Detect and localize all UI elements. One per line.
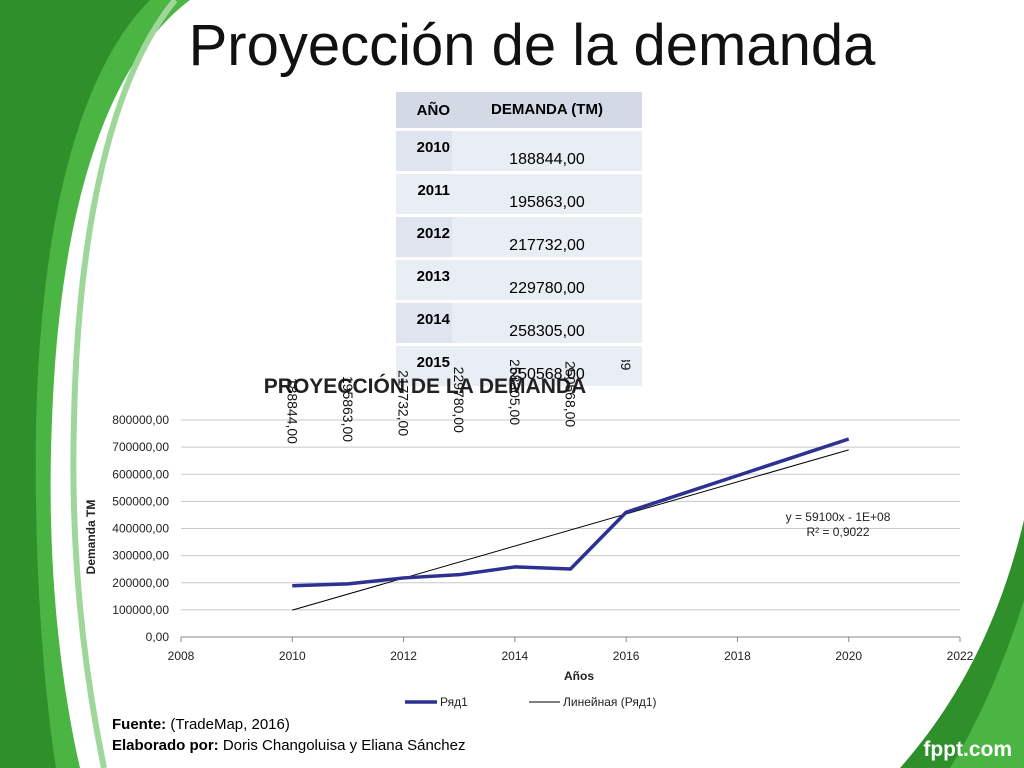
- footer-author-label: Elaborado por:: [112, 737, 219, 754]
- row-demand: 188844,00: [452, 131, 642, 171]
- row-demand: 217732,00: [452, 217, 642, 257]
- table-row: 2011 195863,00: [396, 174, 642, 214]
- x-tick-label: 2016: [613, 649, 640, 663]
- data-labels: 188844,00 195863,00 217732,00 229780,00 2583…: [284, 360, 634, 444]
- data-label: 217732,00: [396, 370, 412, 436]
- data-label: 229780,00: [451, 367, 467, 433]
- chart-gridlines: [181, 419, 960, 638]
- row-demand: 195863,00: [452, 174, 642, 214]
- y-tick-label: 300000,00: [112, 549, 169, 563]
- slide-footer: Fuente: (TradeMap, 2016) Elaborado por: …: [112, 714, 465, 756]
- demand-table: AÑO DEMANDA (TM) 2010 188844,00 2011 195…: [396, 89, 642, 389]
- demand-projection-chart: PROYECCIÓN DE LA DEMANDA 0,00 100000,00 20…: [84, 360, 974, 709]
- x-tick-label: 2018: [724, 649, 751, 663]
- x-tick-label: 2020: [835, 649, 862, 663]
- legend-trend-label: Линейная (Ряд1): [563, 695, 657, 709]
- x-axis-ticks: 2008 2010 2012 2014 2016 2018 2020 2022: [168, 637, 974, 663]
- y-tick-label: 700000,00: [112, 440, 169, 454]
- data-label: 188844,00: [284, 378, 300, 444]
- footer-author-value: Doris Changoluisa y Eliana Sánchez: [222, 737, 466, 754]
- row-demand: 258305,00: [452, 303, 642, 343]
- data-label: 250568,00: [563, 361, 579, 427]
- data-label: 195863,00: [340, 376, 356, 442]
- x-tick-label: 2014: [502, 649, 529, 663]
- footer-source: Fuente: (TradeMap, 2016): [112, 714, 465, 735]
- footer-author: Elaborado por: Doris Changoluisa y Elian…: [112, 735, 465, 756]
- series-line: [292, 437, 850, 588]
- row-demand: 229780,00: [452, 260, 642, 300]
- y-tick-label: 600000,00: [112, 467, 169, 481]
- y-tick-label: 200000,00: [112, 576, 169, 590]
- trendline: [292, 449, 849, 611]
- y-axis-label: Demanda TM: [84, 500, 98, 575]
- y-tick-label: 100000,00: [112, 603, 169, 617]
- chart-title: PROYECCIÓN DE LA DEMANDA: [264, 374, 586, 398]
- y-tick-label: 500000,00: [112, 494, 169, 508]
- row-year: 2012: [396, 217, 452, 257]
- y-tick-label: 800000,00: [112, 413, 169, 427]
- table-row: 2013 229780,00: [396, 260, 642, 300]
- table-row: 2014 258305,00: [396, 303, 642, 343]
- x-tick-label: 2012: [390, 649, 417, 663]
- table-header-row: AÑO DEMANDA (TM): [396, 92, 642, 128]
- data-label: 258305,00: [507, 360, 523, 425]
- y-axis-ticks: 0,00 100000,00 200000,00 300000,00 400000,00…: [112, 413, 169, 644]
- row-year: 2014: [396, 303, 452, 343]
- page-title: Proyección de la demanda: [188, 13, 876, 78]
- footer-source-label: Fuente:: [112, 716, 167, 733]
- footer-source-value: (TradeMap, 2016): [170, 716, 290, 733]
- row-year: 2010: [396, 131, 452, 171]
- data-label: 459890,39: [618, 360, 634, 371]
- row-demand: 250568,00: [452, 346, 642, 386]
- chart-legend: Ряд1 Линейная (Ряд1): [405, 695, 657, 709]
- y-tick-label: 400000,00: [112, 522, 169, 536]
- legend-series-label: Ряд1: [440, 695, 468, 709]
- x-tick-label: 2010: [279, 649, 306, 663]
- y-tick-label: 0,00: [146, 630, 170, 644]
- row-year: 2011: [396, 174, 452, 214]
- fppt-logo: fppt.com: [923, 738, 1012, 761]
- header-demand: DEMANDA (TM): [452, 92, 642, 128]
- row-year: 2013: [396, 260, 452, 300]
- row-year: 2015: [396, 346, 452, 386]
- table-row: 2010 188844,00: [396, 131, 642, 171]
- x-axis-label: Años: [564, 669, 594, 683]
- x-tick-label: 2022: [947, 649, 974, 663]
- header-year: AÑO: [396, 92, 452, 128]
- x-tick-label: 2008: [168, 649, 195, 663]
- table-row: 2012 217732,00: [396, 217, 642, 257]
- table-row: 2015 250568,00: [396, 346, 642, 386]
- trend-equation: y = 59100x - 1E+08: [786, 510, 891, 524]
- trend-r-squared: R² = 0,9022: [806, 525, 869, 539]
